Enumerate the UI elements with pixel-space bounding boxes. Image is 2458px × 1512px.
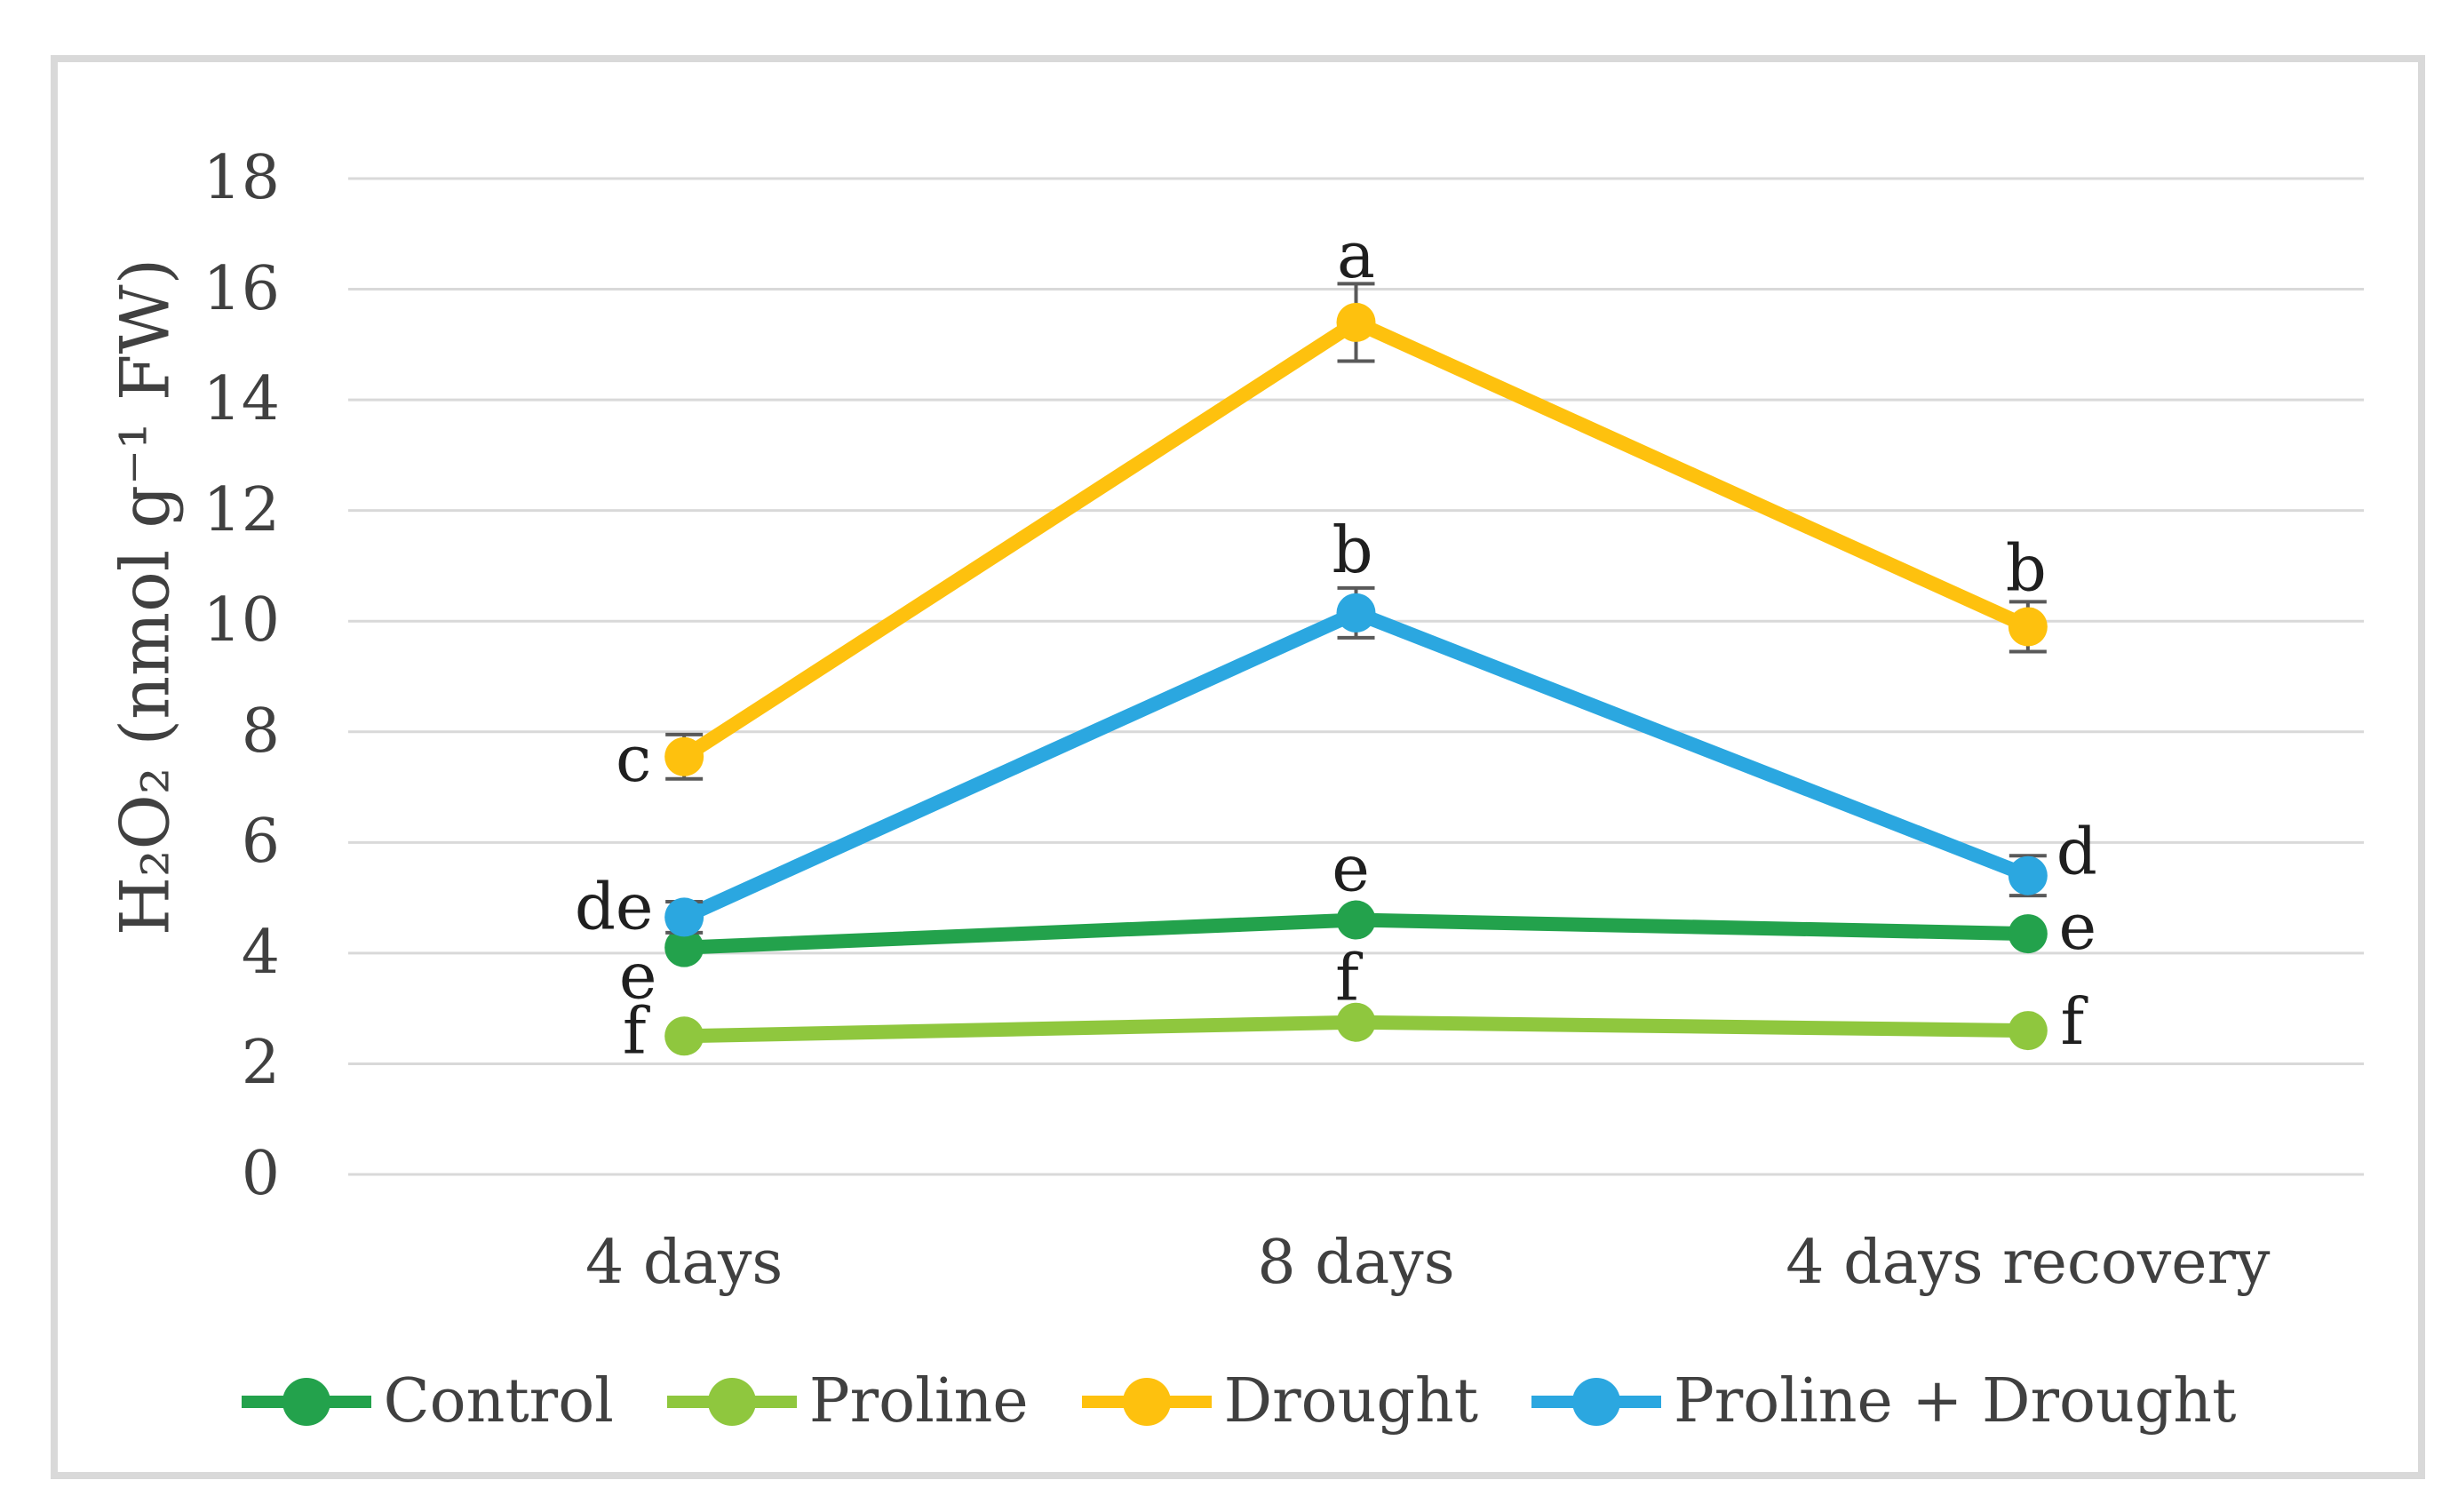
legend-item: Proline + Drought bbox=[1530, 1366, 2236, 1436]
y-tick-label: 12 bbox=[203, 474, 280, 545]
data-point-marker bbox=[1336, 900, 1376, 940]
significance-letter: f bbox=[2061, 984, 2088, 1059]
y-tick-label: 16 bbox=[203, 253, 280, 324]
data-point-marker bbox=[664, 1016, 704, 1056]
data-point-marker bbox=[2008, 1011, 2048, 1051]
significance-letter: f bbox=[623, 993, 650, 1068]
legend-marker-icon bbox=[1531, 1377, 1662, 1426]
legend-label: Proline bbox=[808, 1366, 1029, 1436]
y-tick-label: 4 bbox=[241, 917, 280, 988]
significance-letter: de bbox=[575, 869, 654, 943]
legend-marker-icon bbox=[241, 1377, 371, 1426]
data-point-marker bbox=[664, 736, 704, 776]
legend-item: Drought bbox=[1080, 1366, 1478, 1436]
data-point-marker bbox=[1336, 302, 1376, 342]
significance-letter: a bbox=[1337, 218, 1375, 292]
significance-letter: b bbox=[1332, 513, 1372, 587]
data-point-marker bbox=[664, 927, 704, 967]
significance-letter: e bbox=[2059, 889, 2097, 964]
significance-letter: d bbox=[2056, 815, 2097, 889]
data-point-marker bbox=[664, 897, 704, 937]
data-point-marker bbox=[1336, 1002, 1376, 1042]
data-point-marker bbox=[1336, 593, 1376, 633]
data-point-marker bbox=[2008, 914, 2048, 954]
y-tick-label: 8 bbox=[241, 696, 280, 767]
legend-item: Proline bbox=[665, 1366, 1029, 1436]
legend-label: Control bbox=[383, 1366, 614, 1436]
y-tick-label: 0 bbox=[241, 1139, 280, 1209]
significance-letter: c bbox=[616, 721, 651, 796]
figure-frame bbox=[51, 55, 2425, 1479]
y-tick-label: 14 bbox=[203, 364, 280, 435]
legend-label: Drought bbox=[1223, 1366, 1479, 1436]
legend-marker-icon bbox=[1081, 1377, 1212, 1426]
y-tick-label: 2 bbox=[241, 1028, 280, 1099]
significance-letter: b bbox=[2006, 530, 2047, 605]
y-tick-label: 18 bbox=[203, 143, 280, 213]
x-axis-label: 4 days recovery bbox=[1786, 1228, 2271, 1298]
significance-letter: e bbox=[1332, 832, 1370, 906]
data-point-marker bbox=[2008, 855, 2048, 895]
significance-letter: f bbox=[1335, 941, 1363, 1015]
x-axis-label: 8 days bbox=[1257, 1228, 1455, 1298]
legend-marker-icon bbox=[666, 1377, 797, 1426]
x-axis-label: 4 days bbox=[585, 1228, 784, 1298]
y-tick-label: 10 bbox=[203, 585, 280, 657]
legend-label: Proline + Drought bbox=[1674, 1366, 2237, 1436]
legend: Control Proline Drought Proline + Drought bbox=[58, 1366, 2418, 1436]
significance-letter: e bbox=[619, 939, 657, 1014]
y-tick-label: 6 bbox=[241, 807, 280, 878]
data-point-marker bbox=[2008, 607, 2048, 647]
legend-item: Control bbox=[240, 1366, 614, 1436]
